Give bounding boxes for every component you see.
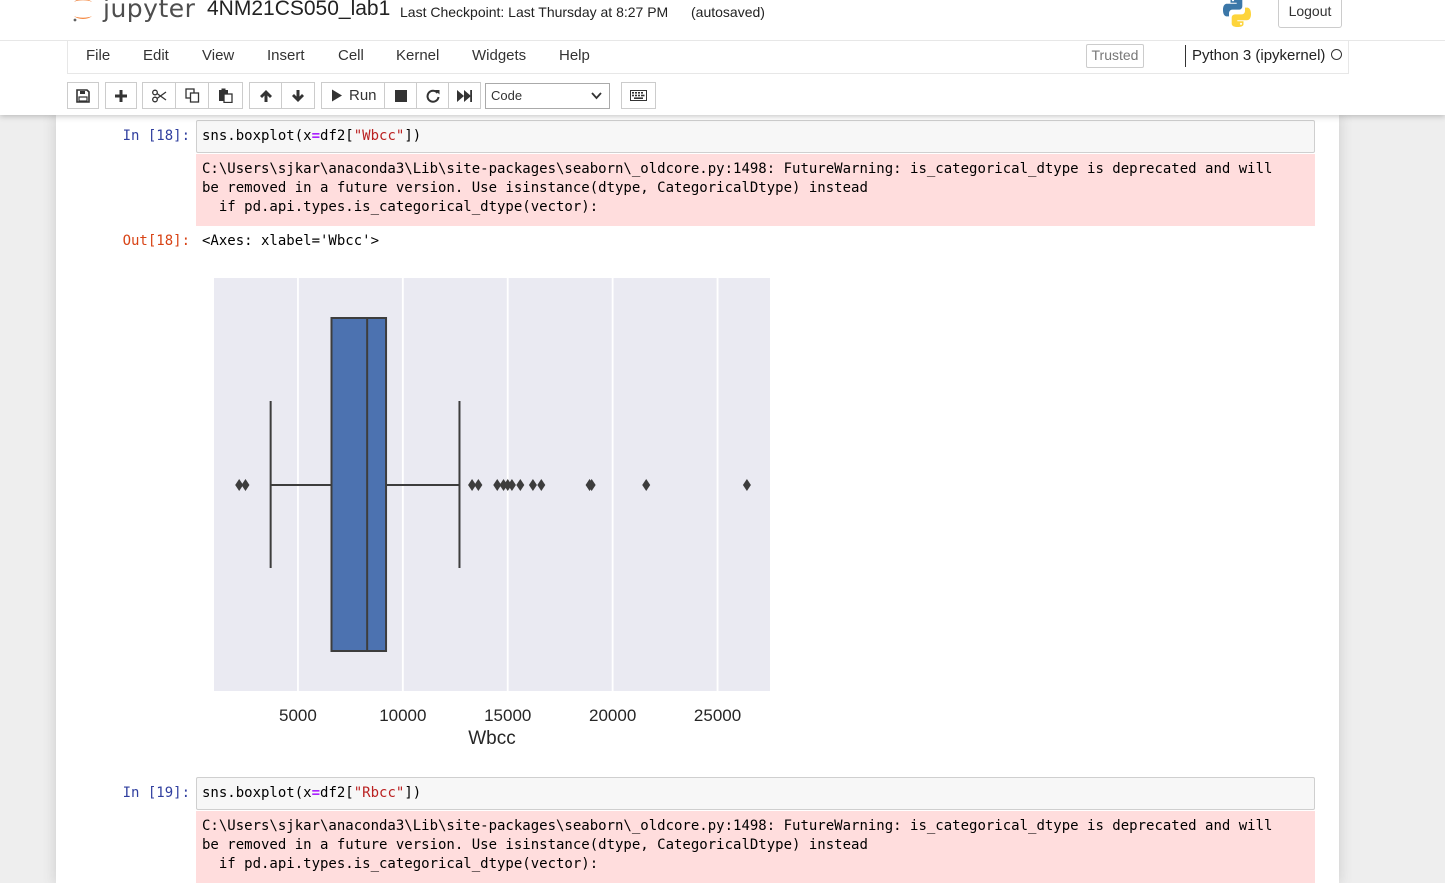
run-label: Run bbox=[349, 87, 377, 104]
code-token: sns.boxplot(x bbox=[202, 128, 312, 144]
restart-run-all-button[interactable] bbox=[448, 82, 481, 109]
play-icon bbox=[332, 89, 342, 102]
paste-icon bbox=[219, 88, 233, 103]
interrupt-button[interactable] bbox=[384, 82, 418, 109]
outlier-point bbox=[587, 479, 596, 491]
outlier-point bbox=[235, 479, 244, 491]
menu-kernel[interactable]: Kernel bbox=[396, 47, 440, 64]
stop-icon bbox=[395, 89, 407, 102]
code-token: df2[ bbox=[320, 128, 354, 144]
move-down-button[interactable] bbox=[281, 82, 315, 109]
menu-cell[interactable]: Cell bbox=[338, 47, 364, 64]
whiskers bbox=[269, 401, 461, 568]
cut-button[interactable] bbox=[142, 82, 176, 109]
code-input[interactable]: sns.boxplot(x=df2["Rbcc"]) bbox=[196, 777, 1315, 810]
x-tick-label: 15000 bbox=[484, 706, 531, 725]
outlier-points bbox=[235, 479, 751, 491]
outlier-point bbox=[516, 479, 525, 491]
kernel-name[interactable]: Python 3 (ipykernel) bbox=[1185, 45, 1325, 67]
checkpoint-status: Last Checkpoint: Last Thursday at 8:27 P… bbox=[400, 4, 669, 20]
code-token: ]) bbox=[404, 128, 422, 144]
outlier-point bbox=[528, 479, 537, 491]
x-tick-label: 5000 bbox=[279, 706, 317, 725]
menu-view[interactable]: View bbox=[202, 47, 235, 64]
run-button[interactable]: Run bbox=[321, 82, 385, 109]
x-tick-label: 20000 bbox=[589, 706, 636, 725]
jupyter-logo-icon[interactable] bbox=[72, 0, 94, 22]
arrow-down-icon bbox=[292, 89, 304, 102]
code-string: "Rbcc" bbox=[353, 785, 405, 801]
cell-in-prompt: In [18]: bbox=[122, 128, 190, 144]
logout-button[interactable]: Logout bbox=[1278, 0, 1342, 28]
plus-icon bbox=[115, 89, 127, 102]
restart-button[interactable] bbox=[416, 82, 449, 109]
move-up-button[interactable] bbox=[249, 82, 282, 109]
code-string: "Wbcc" bbox=[353, 128, 405, 144]
menu-widgets[interactable]: Widgets bbox=[472, 47, 527, 64]
output-text: <Axes: xlabel='Wbcc'> bbox=[202, 233, 380, 249]
code-token: df2[ bbox=[320, 785, 354, 801]
cell-in-prompt: In [19]: bbox=[122, 785, 190, 801]
python-logo-icon bbox=[1223, 0, 1251, 28]
arrow-up-icon bbox=[259, 89, 272, 102]
menu-file[interactable]: File bbox=[86, 47, 111, 64]
cut-icon bbox=[152, 89, 167, 102]
box-iqr bbox=[330, 317, 388, 652]
stderr-output: C:\Users\sjkar\anaconda3\Lib\site-packag… bbox=[196, 154, 1315, 226]
keyboard-icon bbox=[630, 90, 647, 101]
cell-type-value: Code bbox=[491, 88, 523, 103]
outlier-point bbox=[537, 479, 546, 491]
cell-out-prompt: Out[18]: bbox=[122, 233, 190, 249]
code-input[interactable]: sns.boxplot(x=df2["Wbcc"]) bbox=[196, 120, 1315, 153]
restart-icon bbox=[426, 89, 439, 103]
outlier-point bbox=[468, 479, 477, 491]
paste-button[interactable] bbox=[208, 82, 243, 109]
trusted-indicator[interactable]: Trusted bbox=[1086, 44, 1144, 68]
outlier-point bbox=[642, 479, 651, 491]
outlier-point bbox=[493, 479, 502, 491]
code-token: ]) bbox=[404, 785, 422, 801]
fast-forward-icon bbox=[457, 89, 472, 102]
copy-icon bbox=[184, 88, 199, 103]
save-button[interactable] bbox=[67, 82, 99, 109]
x-tick-label: 10000 bbox=[379, 706, 426, 725]
header: jupyter 4NM21CS050_lab1 Last Checkpoint:… bbox=[0, 0, 1445, 115]
menubar: File Edit View Insert Cell Kernel Widget… bbox=[67, 41, 1349, 74]
x-tick-label: 25000 bbox=[694, 706, 741, 725]
menu-insert[interactable]: Insert bbox=[267, 47, 305, 64]
x-tick-labels: 5000 10000 15000 20000 25000 bbox=[279, 706, 741, 725]
autosave-status: (autosaved) bbox=[691, 4, 765, 20]
jupyter-logo-text[interactable]: jupyter bbox=[103, 0, 196, 23]
command-palette-button[interactable] bbox=[621, 82, 656, 109]
save-icon bbox=[76, 88, 90, 103]
chevron-down-icon bbox=[591, 92, 602, 100]
kernel-idle-icon bbox=[1331, 49, 1342, 60]
insert-cell-button[interactable] bbox=[105, 82, 137, 109]
code-operator: = bbox=[311, 128, 321, 144]
outlier-point bbox=[499, 479, 508, 491]
stderr-output: C:\Users\sjkar\anaconda3\Lib\site-packag… bbox=[196, 811, 1315, 883]
menu-edit[interactable]: Edit bbox=[143, 47, 169, 64]
cell-type-select[interactable]: Code bbox=[485, 83, 610, 109]
outlier-point bbox=[503, 479, 512, 491]
outlier-point bbox=[742, 479, 751, 491]
outlier-point bbox=[507, 479, 516, 491]
menu-help[interactable]: Help bbox=[559, 47, 590, 64]
outlier-point bbox=[241, 479, 250, 491]
code-operator: = bbox=[311, 785, 321, 801]
x-axis-label: Wbcc bbox=[468, 728, 516, 749]
code-token: sns.boxplot(x bbox=[202, 785, 312, 801]
outlier-point bbox=[474, 479, 483, 491]
boxplot-chart: 5000 10000 15000 20000 25000 Wbcc bbox=[214, 278, 770, 749]
header-top-bar: jupyter 4NM21CS050_lab1 Last Checkpoint:… bbox=[0, 0, 1445, 41]
notebook-title[interactable]: 4NM21CS050_lab1 bbox=[207, 0, 391, 20]
copy-button[interactable] bbox=[175, 82, 209, 109]
